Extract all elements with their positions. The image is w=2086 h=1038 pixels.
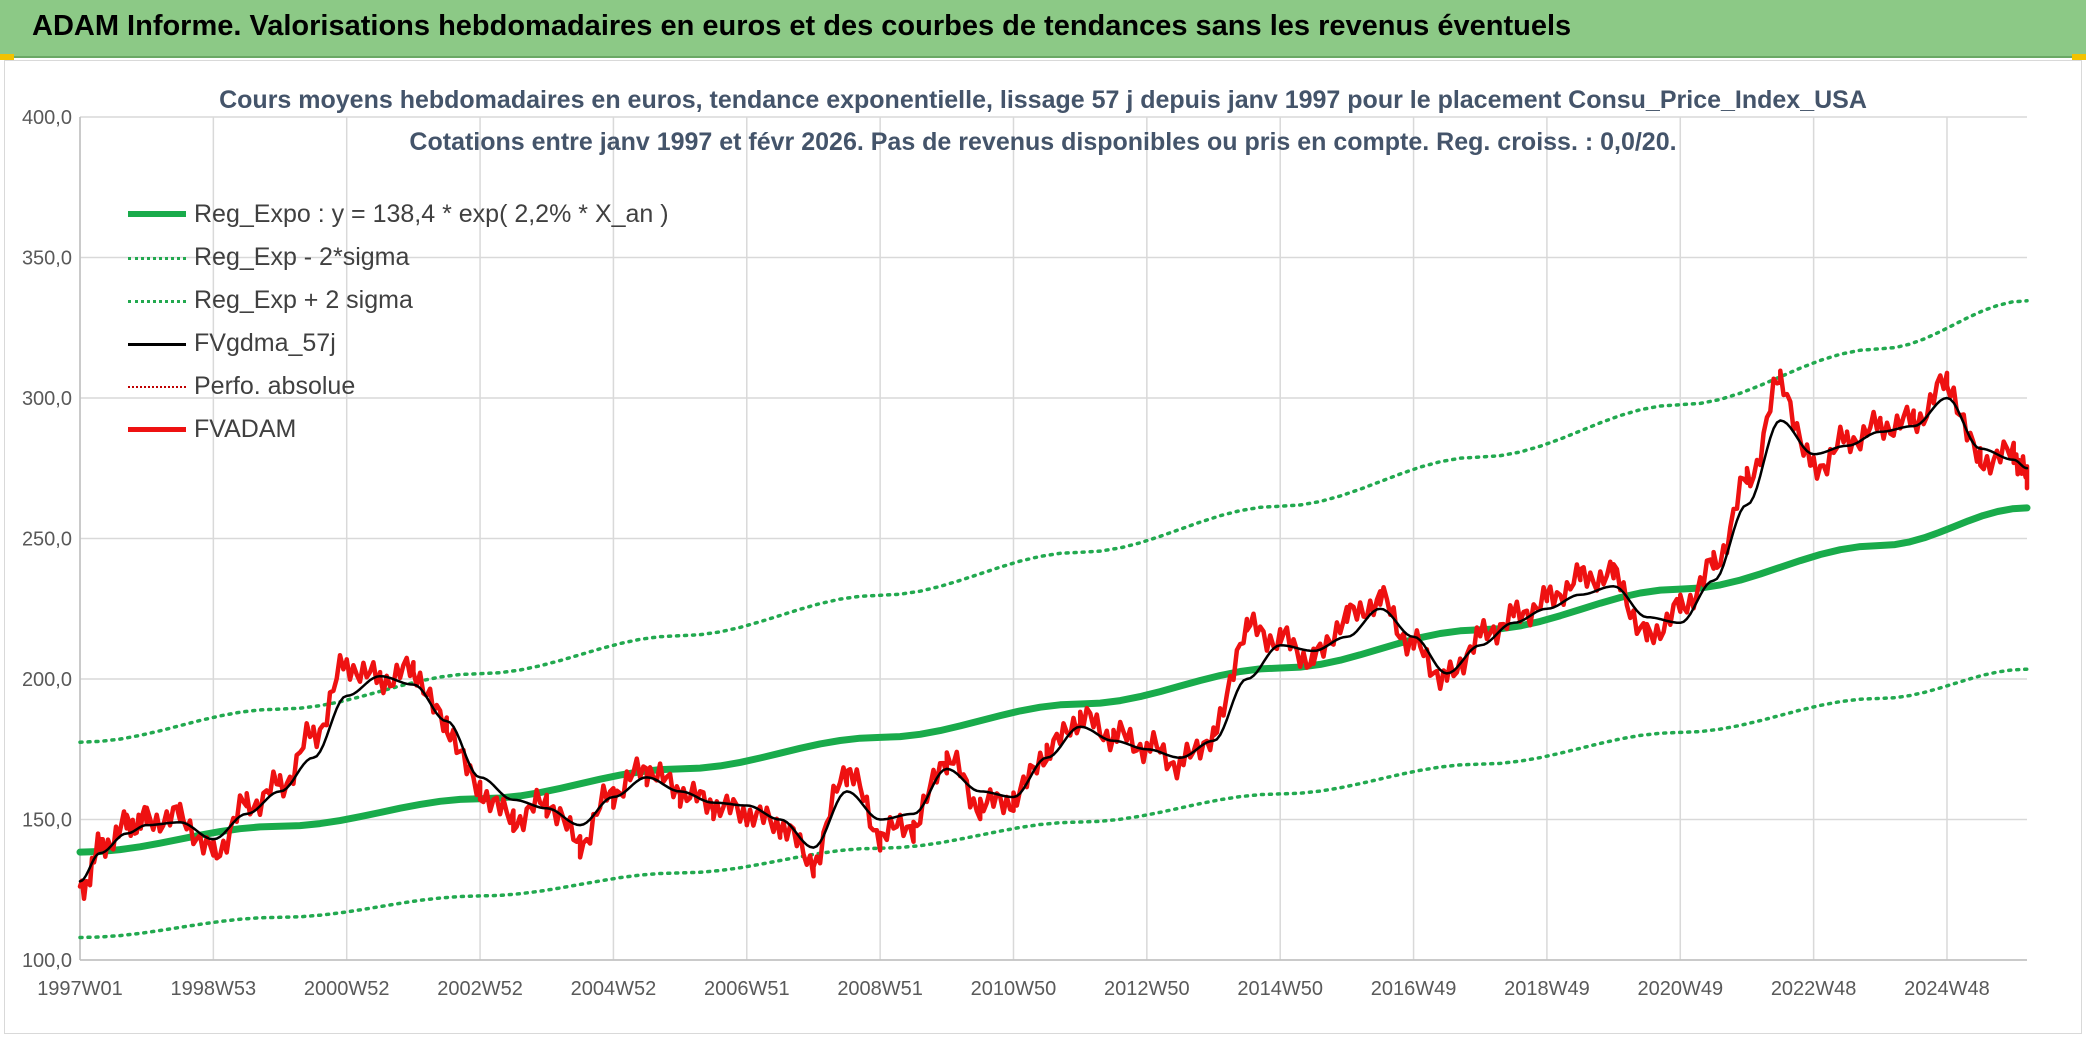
header-bar: ADAM Informe. Valorisations hebdomadaire… <box>0 0 2086 58</box>
legend-swatch-perfo <box>128 386 186 388</box>
legend-swatch-fvadam <box>128 427 186 432</box>
y-tick-label: 400,0 <box>22 107 72 129</box>
series-lines <box>76 299 2031 940</box>
x-tick-label: 2024W48 <box>1904 978 1990 1000</box>
x-tick-label: 2018W49 <box>1504 978 1590 1000</box>
y-tick-label: 350,0 <box>22 248 72 270</box>
x-tick-label: 2002W52 <box>437 978 523 1000</box>
chart-subtitle: Cotations entre janv 1997 et févr 2026. … <box>409 128 1677 156</box>
legend-swatch-reg-exp-plus <box>128 300 186 303</box>
legend-item-reg-exp-minus: Reg_Exp - 2*sigma <box>128 243 688 273</box>
legend-label-perfo: Perfo. absolue <box>194 372 356 400</box>
gridlines <box>79 116 2027 961</box>
x-tick-label: 1998W53 <box>171 978 257 1000</box>
x-tick-label: 2012W50 <box>1104 978 1190 1000</box>
corner-mark-right <box>2072 54 2086 60</box>
axis-labels: 100,0 150,0 200,0 250,0 300,0 350,0 400,0 1997W… <box>22 107 1990 1000</box>
x-tick-label: 2014W50 <box>1237 978 1323 1000</box>
y-tick-label: 200,0 <box>22 669 72 691</box>
legend-swatch-reg-expo <box>128 211 186 217</box>
legend-item-fvgdma: FVgdma_57j <box>128 329 688 359</box>
series-reg-expo <box>76 504 2031 856</box>
x-tick-label: 2008W51 <box>837 978 923 1000</box>
x-tick-label: 2016W49 <box>1371 978 1457 1000</box>
legend-label-fvgdma: FVgdma_57j <box>194 329 336 357</box>
x-tick-label: 2004W52 <box>571 978 657 1000</box>
header-title: ADAM Informe. Valorisations hebdomadaire… <box>32 10 1572 42</box>
y-tick-label: 250,0 <box>22 529 72 551</box>
x-tick-label: 2010W50 <box>971 978 1057 1000</box>
legend-item-reg-exp-plus: Reg_Exp + 2 sigma <box>128 286 688 316</box>
series-reg-exp-plus <box>78 299 2029 744</box>
y-tick-label: 150,0 <box>22 810 72 832</box>
legend-item-reg-expo: Reg_Expo : y = 138,4 * exp( 2,2% * X_an … <box>128 200 688 230</box>
legend-label-reg-expo: Reg_Expo : y = 138,4 * exp( 2,2% * X_an … <box>194 200 669 228</box>
chart-frame <box>4 60 2082 1034</box>
legend-item-perfo: Perfo. absolue <box>128 372 688 402</box>
legend-label-fvadam: FVADAM <box>194 415 297 443</box>
legend-swatch-fvgdma <box>128 343 186 346</box>
legend-item-fvadam: FVADAM <box>128 415 688 445</box>
x-tick-label: 2022W48 <box>1771 978 1857 1000</box>
x-tick-label: 2000W52 <box>304 978 390 1000</box>
corner-mark-left <box>0 54 14 60</box>
series-fvgdma <box>78 396 2029 883</box>
legend-label-reg-exp-plus: Reg_Exp + 2 sigma <box>194 286 413 314</box>
legend-label-reg-exp-minus: Reg_Exp - 2*sigma <box>194 243 410 271</box>
series-reg-exp-minus <box>78 667 2029 940</box>
x-tick-label: 2006W51 <box>704 978 790 1000</box>
y-tick-label: 100,0 <box>22 950 72 972</box>
y-tick-label: 300,0 <box>22 388 72 410</box>
x-tick-label: 1997W01 <box>37 978 123 1000</box>
legend-swatch-reg-exp-minus <box>128 257 186 260</box>
x-tick-label: 2020W49 <box>1637 978 1723 1000</box>
chart-title: Cours moyens hebdomadaires en euros, ten… <box>219 86 1867 114</box>
